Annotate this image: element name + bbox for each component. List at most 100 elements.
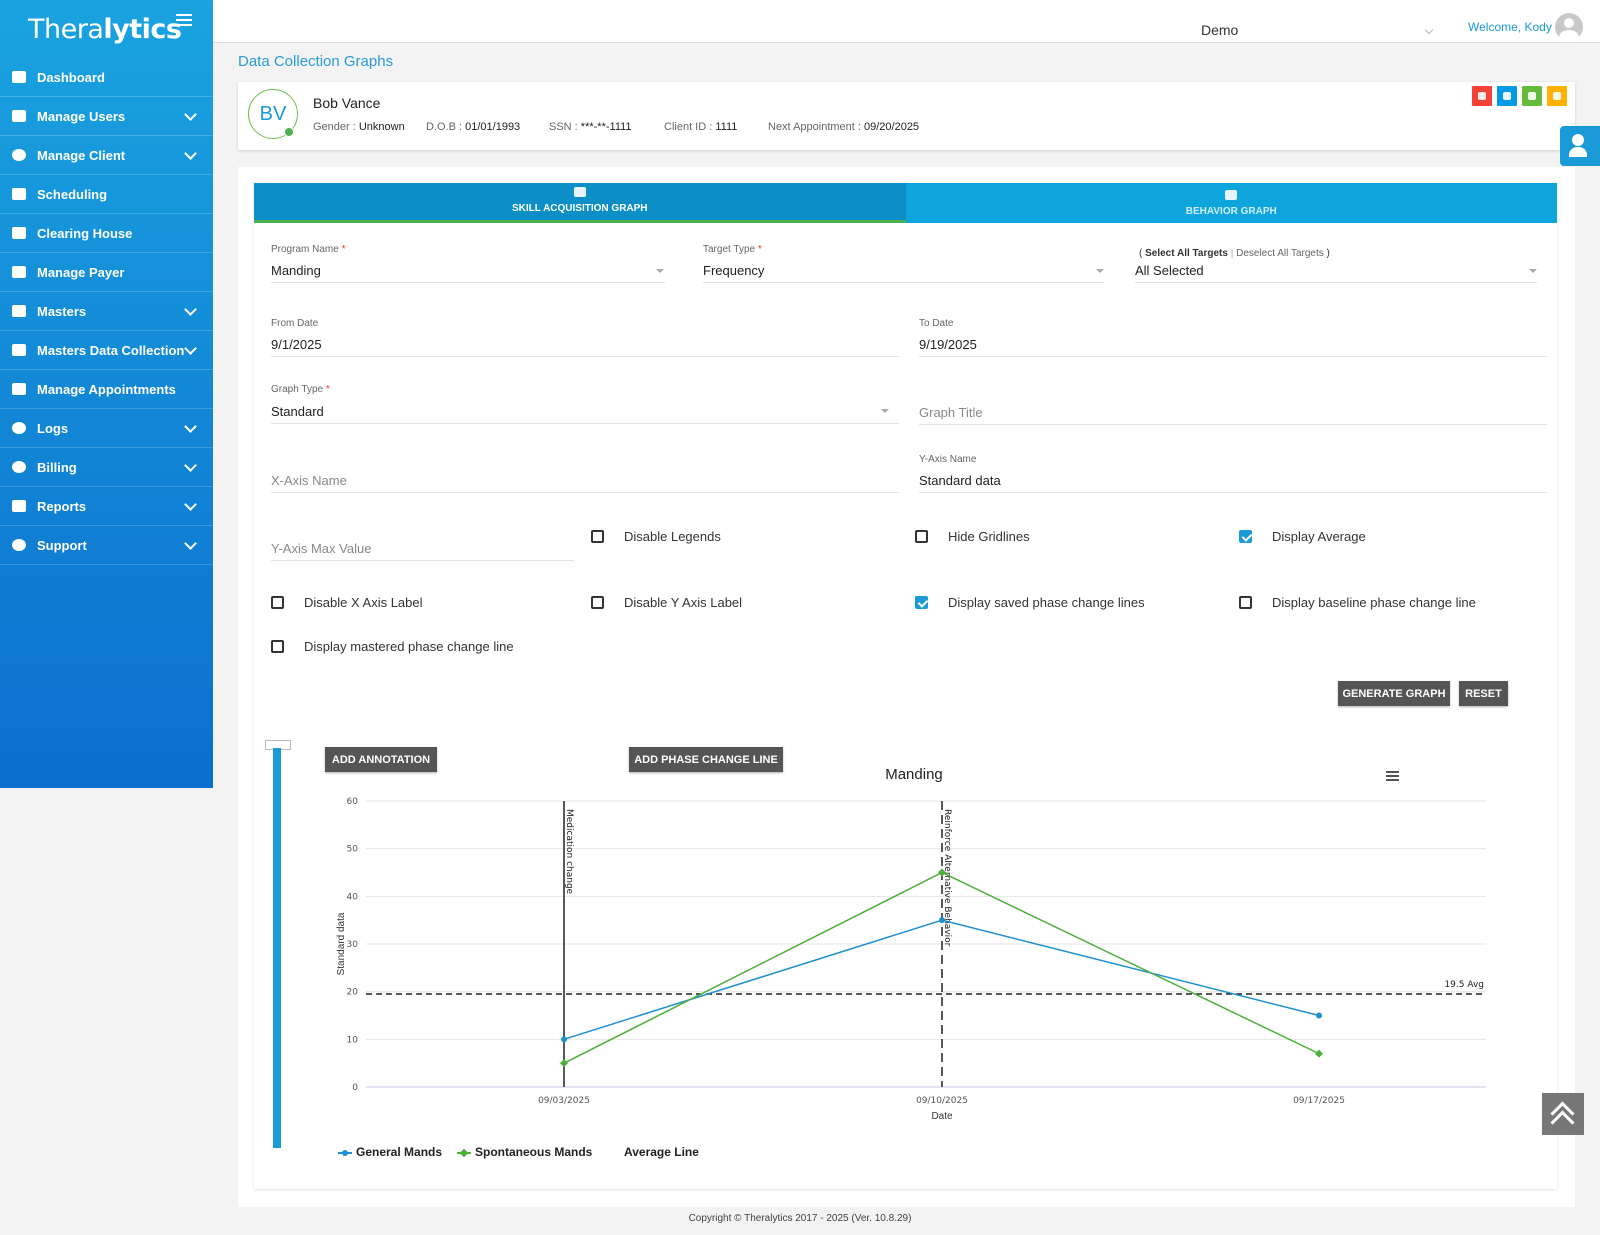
sidebar-item-label: Manage Users (37, 108, 126, 124)
user-icon (12, 149, 26, 161)
credit-card-icon (12, 383, 26, 395)
chevron-down-icon[interactable] (1529, 269, 1537, 273)
to-date-input[interactable]: 9/19/2025 (919, 337, 977, 352)
program-name-select[interactable]: Manding (271, 263, 321, 278)
sidebar-item-manage-client[interactable]: Manage Client (0, 136, 213, 175)
legend-item[interactable]: Average Line (624, 1145, 699, 1159)
chevron-down-icon[interactable] (881, 409, 889, 413)
checkbox-disable-y-axis-label[interactable] (591, 596, 604, 609)
from-date-input[interactable]: 9/1/2025 (271, 337, 322, 352)
user-avatar[interactable] (1555, 13, 1583, 41)
chevron-down-icon[interactable] (1096, 269, 1104, 273)
range-slider[interactable] (273, 748, 281, 1148)
chart-title: Manding (885, 766, 943, 783)
reset-button[interactable]: RESET (1459, 681, 1508, 706)
sidebar-item-clearing-house[interactable]: Clearing House (0, 214, 213, 253)
graph-type-select[interactable]: Standard (271, 404, 324, 419)
checkbox-label[interactable]: Display Average (1272, 529, 1366, 544)
sidebar-item-manage-users[interactable]: Manage Users (0, 97, 213, 136)
logo-text-a: Thera (28, 13, 104, 45)
menu-toggle-icon[interactable] (176, 14, 192, 28)
tab-skill-acquisition[interactable]: SKILL ACQUISITION GRAPH (254, 183, 906, 223)
credit-card-icon (12, 266, 26, 278)
checkbox-label[interactable]: Disable Legends (624, 529, 721, 544)
graph-type-label: Graph Type * (271, 384, 330, 395)
target-type-label: Target Type * (703, 244, 762, 255)
tag-icon[interactable] (1472, 86, 1492, 106)
checkbox-hide-gridlines[interactable] (915, 530, 928, 543)
help-icon (12, 539, 26, 551)
contacts-icon[interactable] (1522, 86, 1542, 106)
chevron-down-icon[interactable] (1424, 25, 1434, 35)
y-axis-max-input[interactable]: Y-Axis Max Value (271, 541, 372, 556)
graph-title-input[interactable]: Graph Title (919, 405, 983, 420)
checkbox-label[interactable]: Disable X Axis Label (304, 595, 423, 610)
legend-item[interactable]: Spontaneous Mands (457, 1145, 592, 1159)
checkbox-disable-legends[interactable] (591, 530, 604, 543)
chevron-down-icon (184, 537, 197, 550)
chevron-down-icon[interactable] (656, 269, 664, 273)
checkbox-label[interactable]: Hide Gridlines (948, 529, 1030, 544)
report-icon (12, 500, 26, 512)
data-point (938, 868, 946, 877)
legend-item[interactable]: General Mands (338, 1145, 442, 1159)
sidebar-item-label: Dashboard (37, 69, 105, 85)
sidebar-item-billing[interactable]: Billing (0, 448, 213, 487)
sidebar-item-scheduling[interactable]: Scheduling (0, 175, 213, 214)
sidebar-item-manage-appointments[interactable]: Manage Appointments (0, 370, 213, 409)
y-tick-label: 10 (347, 1035, 359, 1045)
target-type-select[interactable]: Frequency (703, 263, 765, 278)
phone-icon[interactable] (1497, 86, 1517, 106)
chevron-down-icon (184, 108, 197, 121)
chart-menu-icon[interactable] (1386, 771, 1399, 781)
y-tick-label: 30 (347, 940, 359, 950)
series-line-general-mands (563, 919, 1320, 1041)
sidebar-item-logs[interactable]: Logs (0, 409, 213, 448)
checkbox-label[interactable]: Display saved phase change lines (948, 595, 1145, 610)
checkbox-display-mastered-phase-change-line[interactable] (271, 640, 284, 653)
add-annotation-button[interactable]: ADD ANNOTATION (325, 747, 437, 772)
checkbox-label[interactable]: Display mastered phase change line (304, 639, 514, 654)
main-panel: SKILL ACQUISITION GRAPH BEHAVIOR GRAPH P… (238, 167, 1575, 1207)
sidebar-item-support[interactable]: Support (0, 526, 213, 565)
checkbox-disable-x-axis-label[interactable] (271, 596, 284, 609)
client-avatar: BV (248, 89, 298, 139)
select-all-link[interactable]: Select All Targets (1145, 248, 1228, 259)
checkbox-display-average[interactable] (1239, 530, 1252, 543)
org-selector[interactable]: Demo (1201, 22, 1239, 38)
scroll-to-top-button[interactable] (1542, 1093, 1584, 1135)
checkbox-display-baseline-phase-change-line[interactable] (1239, 596, 1252, 609)
sidebar-item-label: Logs (37, 420, 69, 436)
sidebar-item-dashboard[interactable]: Dashboard (0, 58, 213, 97)
checkbox-label[interactable]: Display baseline phase change line (1272, 595, 1476, 610)
calendar-icon[interactable] (1547, 86, 1567, 106)
deselect-all-link[interactable]: Deselect All Targets (1236, 248, 1324, 259)
client-search-icon[interactable] (1560, 126, 1600, 166)
y-axis-name-input[interactable]: Standard data (919, 473, 1001, 488)
x-axis-name-input[interactable]: X-Axis Name (271, 473, 347, 488)
average-label: 19.5 Avg (1444, 980, 1484, 990)
data-point (561, 1036, 567, 1043)
generate-graph-button[interactable]: GENERATE GRAPH (1338, 681, 1450, 706)
calendar-icon (12, 188, 26, 200)
y-tick-label: 50 (347, 845, 359, 855)
checkbox-display-saved-phase-change-lines[interactable] (915, 596, 928, 609)
data-point (1316, 1012, 1322, 1019)
from-date-label: From Date (271, 318, 319, 329)
tab-behavior[interactable]: BEHAVIOR GRAPH (905, 183, 1557, 223)
y-tick-label: 60 (347, 797, 359, 807)
checkbox-label[interactable]: Disable Y Axis Label (624, 595, 743, 610)
chevron-down-icon (184, 147, 197, 160)
sidebar-item-masters-data-collection[interactable]: Masters Data Collection (0, 331, 213, 370)
sidebar-item-label: Masters (37, 303, 87, 319)
y-tick-label: 40 (347, 892, 359, 902)
sidebar-item-masters[interactable]: Masters (0, 292, 213, 331)
add-phase-change-line-button[interactable]: ADD PHASE CHANGE LINE (629, 747, 783, 772)
sidebar-item-label: Masters Data Collection (37, 342, 185, 358)
welcome-text[interactable]: Welcome, Kody (1468, 20, 1552, 34)
x-tick-label: 09/10/2025 (916, 1096, 968, 1106)
app-logo[interactable]: Thera lytics (0, 0, 213, 58)
targets-select[interactable]: All Selected (1135, 263, 1204, 278)
sidebar-item-manage-payer[interactable]: Manage Payer (0, 253, 213, 292)
sidebar-item-reports[interactable]: Reports (0, 487, 213, 526)
